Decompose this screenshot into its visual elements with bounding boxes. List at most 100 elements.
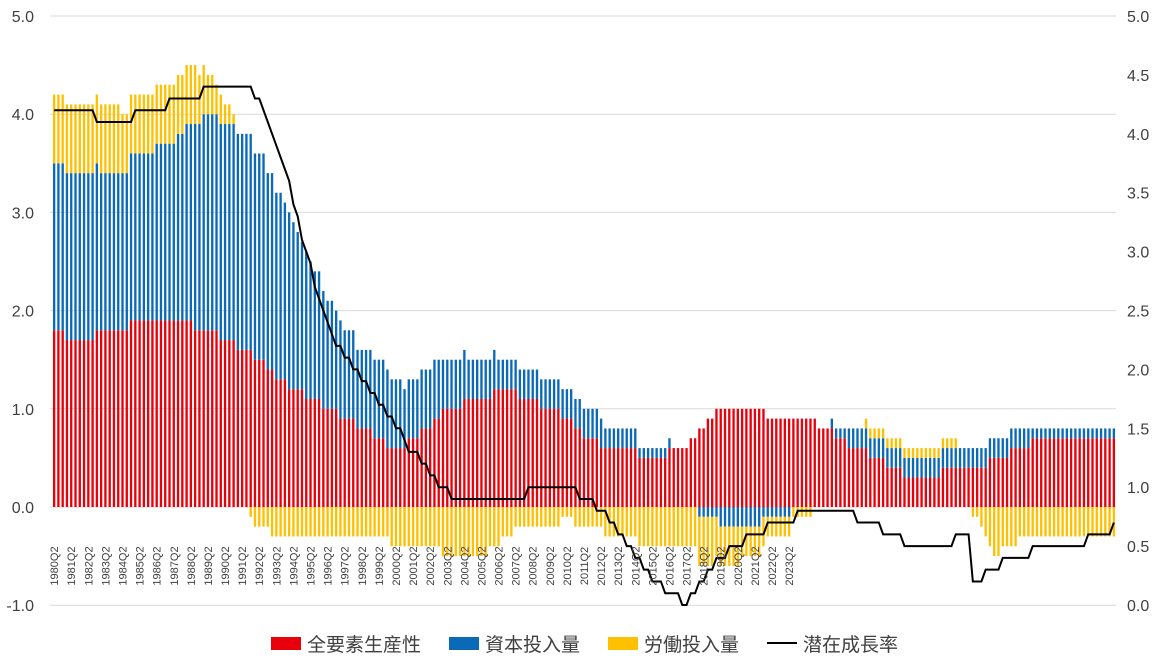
bar-labor	[800, 507, 804, 517]
x-tick-label: 1992Q2	[254, 546, 266, 585]
bar-capital	[881, 438, 885, 458]
bar-capital	[1065, 428, 1069, 439]
x-tick-label: 2005Q2	[476, 546, 488, 585]
bar-tfp	[1035, 438, 1039, 507]
bar-capital	[591, 408, 594, 439]
bar-labor	[634, 507, 637, 537]
bar-tfp	[1022, 448, 1026, 507]
left-tick-label: 4.0	[12, 107, 34, 124]
bar-capital	[617, 428, 620, 449]
bar-capital	[1108, 428, 1111, 439]
bar-tfp	[574, 428, 577, 507]
bar-tfp	[570, 418, 573, 507]
bar-tfp	[394, 448, 398, 507]
bar-capital	[249, 133, 252, 350]
bar-capital	[548, 379, 551, 409]
bar-tfp	[275, 379, 278, 507]
bar-tfp	[211, 330, 214, 507]
bar-capital	[732, 507, 735, 527]
bar-labor	[476, 507, 479, 557]
bar-capital	[70, 173, 73, 341]
bar-tfp	[334, 408, 338, 507]
bar-tfp	[873, 457, 876, 507]
bar-labor	[168, 84, 171, 144]
bar-capital	[877, 438, 881, 458]
bar-tfp	[279, 379, 282, 507]
bar-tfp	[168, 320, 171, 507]
bar-capital	[458, 359, 462, 409]
bar-labor	[740, 526, 744, 557]
bar-capital	[1095, 428, 1098, 439]
bar-capital	[595, 408, 598, 439]
bar-capital	[87, 173, 90, 341]
bar-capital	[292, 222, 295, 390]
bar-labor	[775, 516, 778, 537]
bar-tfp	[202, 330, 205, 507]
bar-labor	[1022, 507, 1026, 537]
bar-capital	[933, 457, 936, 478]
bar-tfp	[407, 438, 410, 507]
bar-tfp	[82, 340, 86, 507]
bar-tfp	[313, 398, 316, 507]
bar-capital	[339, 320, 342, 419]
bar-capital	[57, 163, 60, 331]
bar-tfp	[326, 408, 329, 507]
bar-labor	[99, 104, 103, 174]
bar-capital	[223, 124, 227, 341]
bar-capital	[736, 507, 740, 527]
bar-labor	[386, 507, 389, 537]
bar-labor	[715, 516, 718, 557]
bar-labor	[552, 507, 556, 527]
bar-capital	[950, 448, 953, 468]
bar-labor	[104, 104, 107, 174]
bar-tfp	[1005, 457, 1009, 507]
bar-capital	[202, 114, 205, 331]
bar-labor	[441, 507, 445, 557]
x-tick-label: 2003Q2	[442, 546, 454, 585]
bar-labor	[638, 507, 641, 547]
bar-labor	[129, 94, 133, 154]
bar-capital	[928, 457, 932, 478]
bar-tfp	[621, 448, 624, 507]
bar-tfp	[292, 389, 295, 507]
bar-capital	[245, 133, 248, 350]
bar-labor	[121, 114, 124, 174]
bar-labor	[394, 507, 398, 547]
bar-labor	[78, 104, 81, 174]
bar-tfp	[61, 330, 64, 507]
x-tick-label: 1983Q2	[100, 546, 112, 585]
bar-tfp	[228, 340, 231, 507]
bar-capital	[954, 448, 957, 468]
left-axis: 5.0 4.0 3.0 2.0 1.0 0.0 -1.0	[6, 9, 34, 615]
bar-tfp	[967, 467, 970, 507]
bar-tfp	[1010, 448, 1013, 507]
right-axis: 5.0 4.5 4.0 3.5 3.0 2.5 2.0 1.5 1.0 0.5 0.0	[1127, 9, 1149, 615]
bar-capital	[364, 349, 368, 429]
bar-labor	[997, 507, 1000, 557]
bar-capital	[510, 359, 513, 390]
bar-tfp	[886, 467, 889, 507]
bar-tfp	[651, 457, 654, 507]
bar-tfp	[864, 448, 868, 507]
x-tick-label: 1995Q2	[306, 546, 318, 585]
bar-tfp	[1040, 438, 1043, 507]
bar-tfp	[924, 477, 928, 507]
bar-tfp	[779, 418, 782, 507]
bar-labor	[215, 84, 218, 115]
chart-canvas: 5.0 4.0 3.0 2.0 1.0 0.0 -1.0 5.0 4.5 4.0 3.5 3.0 2.…	[6, 9, 1149, 615]
bar-labor	[279, 507, 282, 537]
bar-labor	[373, 507, 376, 537]
bar-labor	[343, 507, 346, 537]
bar-labor	[501, 507, 504, 537]
bar-capital	[980, 448, 983, 468]
bar-tfp	[467, 398, 470, 507]
bar-capital	[971, 448, 975, 468]
x-tick-label: 2010Q2	[562, 546, 574, 585]
bar-labor	[484, 507, 487, 557]
bar-tfp	[471, 398, 475, 507]
bar-labor	[249, 507, 252, 517]
bar-tfp	[1112, 438, 1116, 507]
bar-capital	[1027, 428, 1030, 449]
x-tick-label: 2004Q2	[459, 546, 471, 585]
bar-capital	[830, 418, 834, 429]
